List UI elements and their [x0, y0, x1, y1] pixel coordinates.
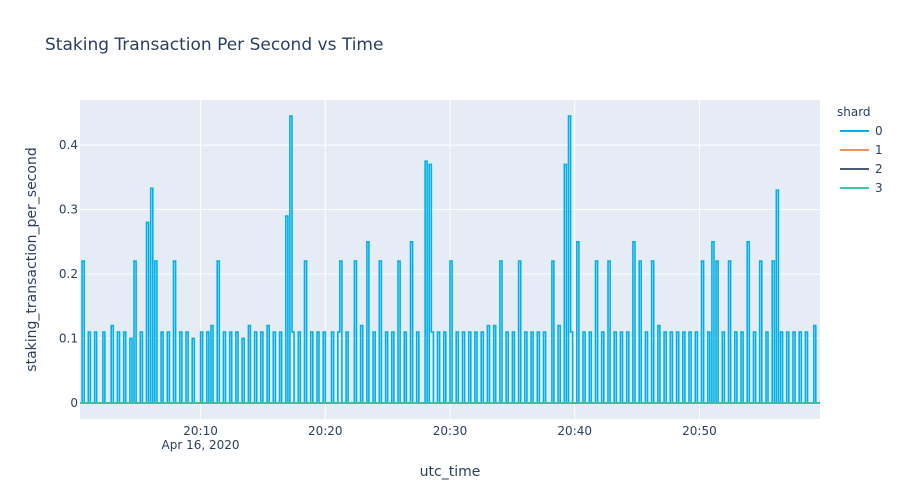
y-tick-label: 0.2	[59, 267, 78, 281]
x-tick-label: 20:10	[183, 424, 218, 438]
chart-title: Staking Transaction Per Second vs Time	[45, 35, 383, 55]
y-tick-label: 0.3	[59, 203, 78, 217]
y-axis-ticks: 0 0.1 0.2 0.3 0.4	[59, 138, 78, 410]
legend: shard 0 1 2 3	[837, 105, 883, 195]
y-tick-label: 0.1	[59, 331, 78, 345]
y-tick-label: 0	[70, 396, 78, 410]
x-tick-label: 20:40	[557, 424, 592, 438]
x-tick-label: 20:30	[433, 424, 468, 438]
y-axis-title: staking_transaction_per_second	[24, 147, 40, 371]
y-tick-label: 0.4	[59, 138, 78, 152]
legend-label-2: 2	[875, 162, 883, 176]
legend-label-3: 3	[875, 181, 883, 195]
legend-label-1: 1	[875, 143, 883, 157]
x-axis-title: utc_time	[420, 464, 481, 480]
traces	[80, 115, 820, 404]
legend-label-0: 0	[875, 124, 883, 138]
x-tick-sublabel: Apr 16, 2020	[162, 438, 240, 452]
x-tick-label: 20:50	[682, 424, 717, 438]
legend-title: shard	[837, 105, 871, 119]
x-tick-label: 20:20	[308, 424, 343, 438]
